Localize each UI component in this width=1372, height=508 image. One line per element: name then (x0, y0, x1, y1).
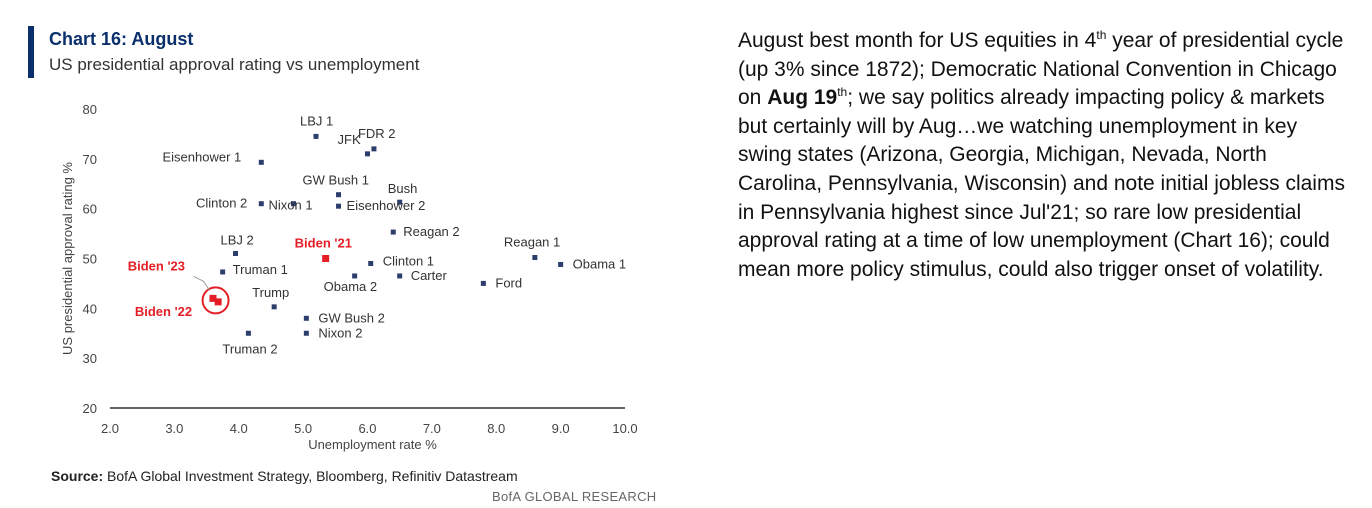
x-tick-label: 10.0 (612, 421, 637, 436)
title-accent-bar (28, 26, 34, 78)
y-tick-label: 80 (83, 102, 97, 117)
scatter-chart: 2.0 3.0 4.0 5.0 6.0 7.0 8.0 9.0 10.0 20 30 40 50 60 70… (60, 102, 638, 452)
point-label: Trump (252, 285, 289, 300)
x-tick-label: 7.0 (423, 421, 441, 436)
commentary-part-1: August best month for US equities in 4 (738, 29, 1097, 52)
point-marker (336, 192, 342, 198)
commentary-part-2: year of presidential cycle (up 3% since … (738, 29, 1344, 110)
y-axis-label: US presidential approval rating % (60, 162, 75, 355)
point-label: Nixon 1 (268, 198, 312, 213)
chart-title: Chart 16: August (49, 29, 194, 49)
point-label: Truman 1 (233, 262, 288, 277)
point-marker (558, 261, 564, 267)
point-marker (209, 294, 217, 302)
y-tick-label: 60 (83, 202, 97, 217)
commentary-sup-2: th (837, 85, 848, 100)
point-marker (390, 229, 396, 235)
point-marker (352, 273, 358, 279)
point-marker (214, 298, 222, 306)
biden-23-connector (193, 275, 210, 291)
point-label: FDR 2 (358, 126, 396, 141)
point-marker (365, 151, 370, 157)
biden-highlight-circle (201, 286, 230, 315)
point-label: Obama 2 (324, 279, 377, 294)
point-label: Biden '22 (135, 304, 192, 319)
point-label: LBJ 1 (300, 113, 333, 128)
point-marker (258, 159, 264, 165)
source-text: BofA Global Investment Strategy, Bloombe… (107, 468, 518, 484)
point-label: Reagan 2 (403, 224, 459, 239)
x-tick-label: 2.0 (101, 421, 119, 436)
source-note: Source: BofA Global Investment Strategy,… (51, 468, 518, 484)
source-label: Source: (51, 468, 104, 484)
point-label: GW Bush 1 (303, 173, 369, 188)
point-marker (303, 315, 309, 321)
point-marker (258, 201, 264, 207)
point-label: Biden '23 (128, 258, 185, 273)
point-label: Eisenhower 1 (163, 149, 242, 164)
point-label: Biden '21 (295, 236, 352, 251)
point-label: Nixon 2 (318, 325, 362, 340)
point-marker (220, 269, 226, 275)
point-label: Clinton 2 (196, 196, 247, 211)
point-marker (245, 330, 251, 336)
point-marker (336, 203, 342, 209)
y-tick-label: 40 (83, 301, 97, 316)
y-tick-label: 70 (83, 152, 97, 167)
point-label: Obama 1 (573, 256, 626, 271)
y-tick-label: 20 (83, 401, 97, 416)
y-tick-label: 50 (83, 252, 97, 267)
x-tick-label: 3.0 (165, 421, 183, 436)
x-tick-label: 4.0 (230, 421, 248, 436)
commentary-part-3: ; we say politics already impacting poli… (738, 86, 1345, 281)
point-label: Eisenhower 2 (347, 198, 426, 213)
y-tick-label: 30 (83, 351, 97, 366)
point-label: Carter (411, 268, 448, 283)
x-tick-label: 6.0 (358, 421, 376, 436)
point-marker (313, 133, 319, 139)
point-marker (290, 201, 296, 207)
commentary-text: August best month for US equities in 4th… (738, 27, 1353, 284)
x-tick-label: 5.0 (294, 421, 312, 436)
point-marker (303, 330, 309, 336)
point-marker (532, 255, 538, 261)
point-label: Ford (495, 275, 522, 290)
point-marker (368, 260, 374, 266)
brand-footer: BofA GLOBAL RESEARCH (492, 489, 657, 504)
point-label: GW Bush 2 (318, 310, 384, 325)
point-marker (397, 199, 403, 205)
point-label: LBJ 2 (221, 233, 254, 248)
x-axis-label: Unemployment rate % (308, 437, 437, 452)
point-label: JFK (338, 132, 361, 147)
point-label: Clinton 1 (383, 253, 434, 268)
point-label: Bush (388, 181, 418, 196)
x-tick-label: 8.0 (487, 421, 505, 436)
point-label: Truman 2 (222, 341, 277, 356)
commentary-bold-date: Aug 19 (767, 86, 838, 110)
point-marker (480, 280, 486, 286)
chart-subtitle: US presidential approval rating vs unemp… (49, 55, 420, 74)
point-marker (322, 255, 330, 262)
x-tick-label: 9.0 (552, 421, 570, 436)
point-marker (233, 251, 239, 257)
point-marker (397, 273, 403, 279)
point-label: Reagan 1 (504, 235, 560, 250)
point-marker (371, 146, 377, 152)
point-marker (271, 304, 277, 310)
commentary-sup-1: th (1096, 28, 1107, 42)
